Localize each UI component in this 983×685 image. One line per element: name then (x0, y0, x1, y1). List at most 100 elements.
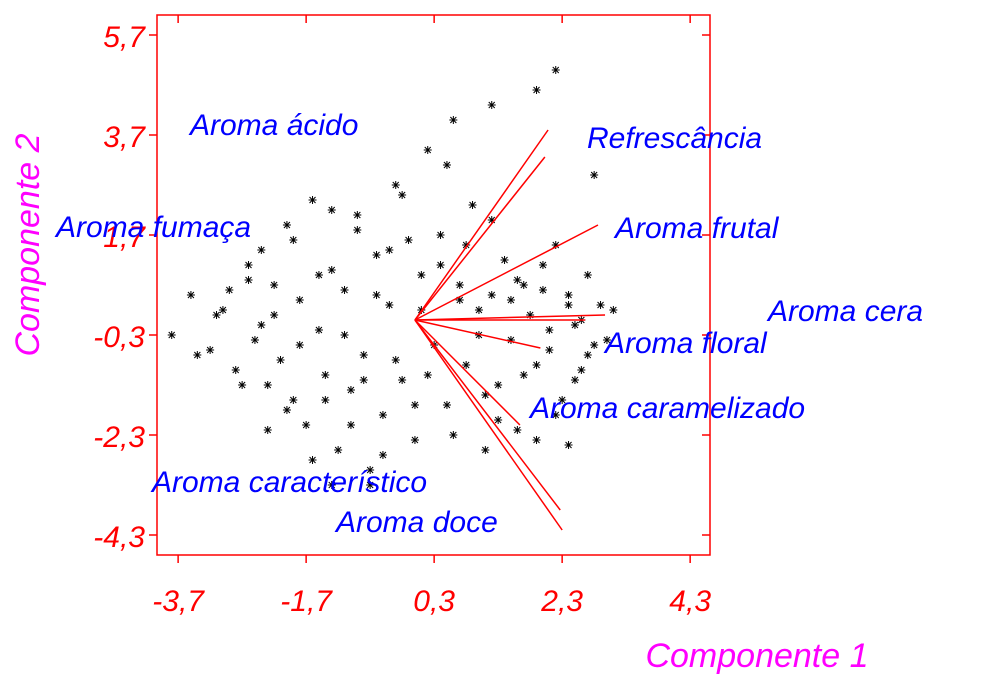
y-axis-label: Componente 2 (9, 133, 47, 356)
point (270, 281, 279, 289)
y-tick-label: -4,3 (93, 521, 145, 554)
loading-vector (414, 314, 606, 321)
annotation: Aroma característico (150, 466, 427, 499)
annotation: Aroma fumaça (54, 211, 251, 244)
point (602, 336, 611, 344)
point (513, 426, 522, 434)
y-tick-label: 3,7 (103, 121, 146, 154)
point (526, 311, 535, 319)
point (538, 261, 547, 269)
point (558, 396, 567, 404)
point (474, 306, 483, 314)
point (366, 466, 375, 474)
point (346, 386, 355, 394)
point (257, 246, 266, 254)
point (353, 211, 362, 219)
x-axis-label: Componente 1 (645, 637, 868, 675)
point (366, 481, 375, 489)
point (449, 116, 458, 124)
point (500, 256, 509, 264)
point (282, 221, 291, 229)
point (455, 296, 464, 304)
point (334, 446, 343, 454)
point (519, 281, 528, 289)
point (398, 191, 407, 199)
point (225, 286, 234, 294)
annotation: Refrescância (587, 122, 762, 155)
point (250, 336, 259, 344)
point (519, 371, 528, 379)
point (263, 381, 272, 389)
point (244, 261, 253, 269)
x-tick-label: -3,7 (152, 585, 205, 618)
point (417, 271, 426, 279)
loading-vector (414, 319, 521, 426)
point (385, 301, 394, 309)
loading-vector (414, 224, 599, 321)
annotation: Aroma cera (766, 295, 923, 328)
point (570, 376, 579, 384)
point (372, 251, 381, 259)
point (289, 236, 298, 244)
y-tick-label: -2,3 (93, 421, 145, 454)
point (359, 376, 368, 384)
annotation: Aroma doce (334, 506, 498, 539)
point (327, 481, 336, 489)
loading-vector (414, 319, 561, 511)
x-tick-label: 2,3 (540, 585, 583, 618)
point (590, 341, 599, 349)
point (404, 236, 413, 244)
loading-vector (414, 319, 541, 349)
point (423, 371, 432, 379)
point (410, 401, 419, 409)
point (257, 321, 266, 329)
point (545, 346, 554, 354)
point (481, 446, 490, 454)
point (545, 326, 554, 334)
point (314, 271, 323, 279)
point (423, 146, 432, 154)
point (532, 86, 541, 94)
point (270, 311, 279, 319)
point (359, 351, 368, 359)
loading-vector (414, 129, 549, 321)
point (289, 396, 298, 404)
point (314, 326, 323, 334)
point (551, 66, 560, 74)
point (340, 331, 349, 339)
point (244, 276, 253, 284)
point (436, 261, 445, 269)
x-tick-label: -1,7 (280, 585, 333, 618)
y-tick-label: -0,3 (93, 321, 145, 354)
point (609, 306, 618, 314)
y-tick-label: 1,7 (103, 221, 146, 254)
annotation: Aroma caramelizado (528, 392, 805, 425)
point (564, 441, 573, 449)
point (186, 291, 195, 299)
point (455, 281, 464, 289)
point (263, 426, 272, 434)
point (538, 286, 547, 294)
point (231, 366, 240, 374)
point (590, 171, 599, 179)
point (487, 291, 496, 299)
point (442, 161, 451, 169)
point (468, 201, 477, 209)
point (238, 381, 247, 389)
point (193, 351, 202, 359)
point (167, 331, 176, 339)
point (391, 181, 400, 189)
point (295, 296, 304, 304)
annotation: Aroma ácido (188, 109, 358, 142)
annotation: Aroma frutal (613, 212, 780, 245)
point (410, 436, 419, 444)
point (340, 286, 349, 294)
point (442, 401, 451, 409)
point (302, 421, 311, 429)
point (346, 421, 355, 429)
annotation: Aroma floral (603, 327, 768, 360)
point (487, 101, 496, 109)
point (449, 431, 458, 439)
point (481, 391, 490, 399)
point (391, 356, 400, 364)
